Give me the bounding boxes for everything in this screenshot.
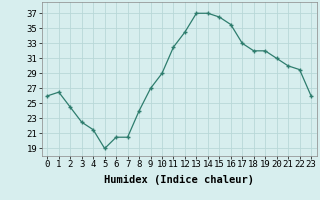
X-axis label: Humidex (Indice chaleur): Humidex (Indice chaleur) <box>104 175 254 185</box>
